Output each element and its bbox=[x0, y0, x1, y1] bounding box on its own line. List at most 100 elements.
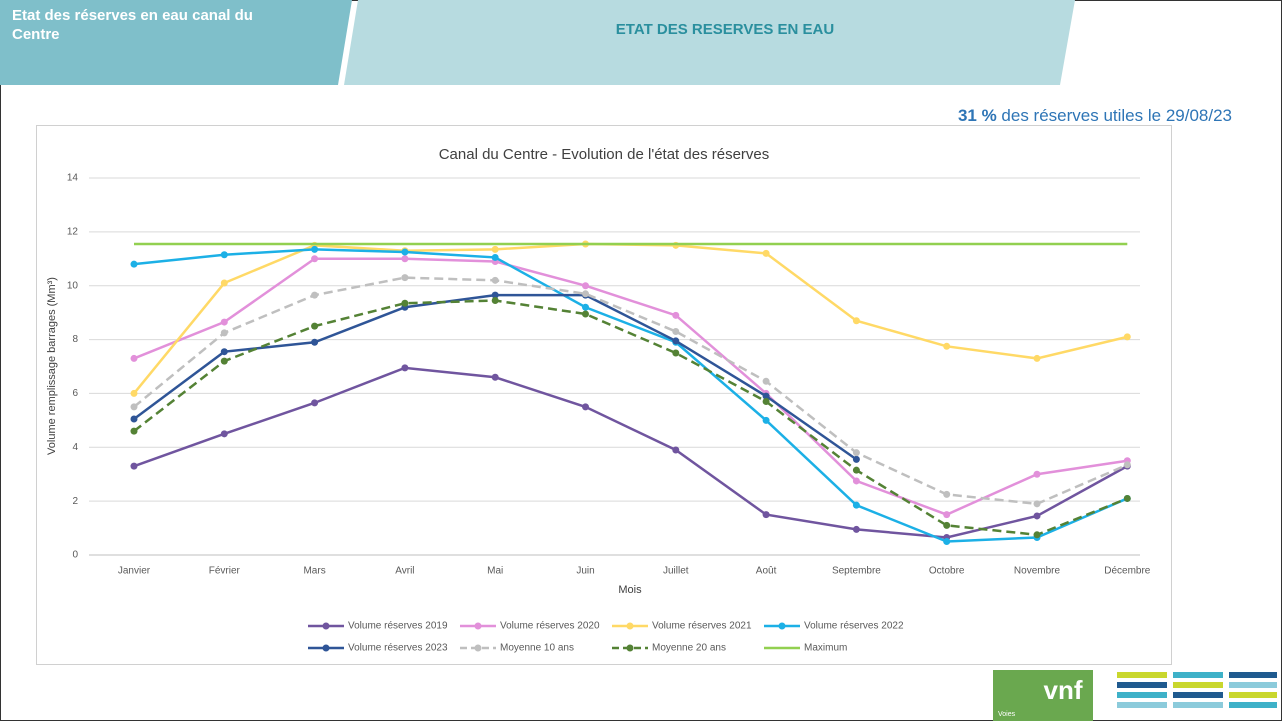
y-axis-label: Volume remplissage barrages (Mm³) bbox=[46, 277, 58, 455]
point bbox=[491, 253, 499, 261]
legend-label: Volume réserves 2021 bbox=[652, 621, 752, 632]
point bbox=[943, 521, 951, 529]
point bbox=[311, 291, 319, 299]
point bbox=[491, 291, 499, 299]
series bbox=[130, 255, 1131, 519]
point bbox=[1033, 470, 1041, 478]
point bbox=[582, 403, 589, 411]
x-tick-label: Décembre bbox=[1104, 566, 1151, 577]
point bbox=[1033, 512, 1041, 520]
point bbox=[130, 427, 138, 435]
point bbox=[311, 245, 319, 253]
point bbox=[852, 317, 860, 325]
point bbox=[401, 364, 409, 372]
legend-label: Moyenne 10 ans bbox=[500, 643, 574, 654]
point bbox=[762, 511, 770, 519]
logo-stripe bbox=[1229, 692, 1277, 698]
legend-label: Volume réserves 2019 bbox=[348, 621, 448, 632]
point bbox=[852, 477, 860, 485]
line bbox=[133, 248, 1128, 543]
point bbox=[582, 282, 589, 290]
logo-stripe bbox=[1117, 672, 1167, 678]
point bbox=[220, 279, 228, 287]
point bbox=[311, 399, 319, 407]
y-tick-label: 12 bbox=[67, 226, 79, 237]
point bbox=[220, 357, 228, 365]
legend-marker bbox=[322, 622, 330, 630]
point bbox=[220, 251, 228, 259]
logo-stripe bbox=[1229, 682, 1277, 688]
point bbox=[762, 392, 770, 400]
section-line: Centre bbox=[12, 26, 60, 43]
logo-stripe bbox=[1117, 682, 1167, 688]
logo-stripe bbox=[1173, 702, 1223, 708]
point bbox=[1033, 531, 1041, 539]
legend-label: Volume réserves 2023 bbox=[348, 643, 448, 654]
series bbox=[130, 245, 1131, 546]
logo-stripe bbox=[1173, 672, 1223, 678]
logo-stripe bbox=[1117, 692, 1167, 698]
point bbox=[220, 329, 228, 337]
y-tick-label: 6 bbox=[72, 388, 78, 399]
legend-label: Volume réserves 2020 bbox=[500, 621, 600, 632]
point bbox=[762, 416, 770, 424]
point bbox=[130, 403, 138, 411]
point bbox=[762, 249, 770, 257]
point bbox=[943, 511, 951, 519]
point bbox=[401, 248, 409, 256]
x-tick-label: Janvier bbox=[118, 566, 151, 577]
x-axis-label: Mois bbox=[618, 584, 642, 596]
x-tick-label: Novembre bbox=[1014, 566, 1061, 577]
point bbox=[582, 290, 589, 298]
x-tick-label: Avril bbox=[395, 566, 414, 577]
point bbox=[1123, 333, 1131, 341]
x-tick-label: Septembre bbox=[832, 566, 881, 577]
point bbox=[672, 446, 680, 454]
summary: 31 % des réserves utiles le 29/08/23 bbox=[958, 106, 1232, 125]
y-tick-label: 4 bbox=[72, 442, 78, 453]
point bbox=[582, 303, 589, 311]
point bbox=[491, 276, 499, 284]
summary-highlight: 31 % bbox=[958, 106, 997, 125]
chart-frame bbox=[36, 125, 1172, 665]
logo-stripe bbox=[1173, 682, 1223, 688]
y-tick-label: 14 bbox=[67, 173, 79, 184]
point bbox=[401, 255, 409, 263]
x-tick-label: Mai bbox=[487, 566, 503, 577]
x-tick-label: Mars bbox=[303, 566, 325, 577]
legend-marker bbox=[322, 644, 330, 652]
point bbox=[311, 255, 319, 263]
legend-label: Volume réserves 2022 bbox=[804, 621, 904, 632]
point bbox=[852, 525, 860, 533]
line bbox=[133, 276, 1128, 506]
x-tick-label: Août bbox=[756, 566, 777, 577]
point bbox=[852, 501, 860, 509]
x-tick-label: Octobre bbox=[929, 566, 965, 577]
point bbox=[672, 349, 680, 357]
point bbox=[401, 274, 409, 282]
legend-marker bbox=[626, 622, 634, 630]
legend-marker bbox=[778, 622, 786, 630]
point bbox=[943, 490, 951, 498]
point bbox=[130, 415, 138, 423]
point bbox=[852, 449, 860, 457]
point bbox=[401, 299, 409, 307]
line bbox=[133, 257, 1128, 516]
point bbox=[311, 338, 319, 346]
y-tick-label: 2 bbox=[72, 496, 78, 507]
point bbox=[943, 538, 951, 546]
logo-stripe bbox=[1173, 692, 1223, 698]
point bbox=[852, 466, 860, 474]
legend-marker bbox=[626, 644, 634, 652]
header-title: ETAT DES RESERVES EN EAU bbox=[616, 21, 834, 38]
point bbox=[130, 260, 138, 268]
point bbox=[672, 327, 680, 335]
legend-marker bbox=[474, 644, 482, 652]
point bbox=[220, 430, 228, 438]
point bbox=[582, 310, 589, 318]
logo: vnf Voies bbox=[993, 670, 1277, 721]
logo-stripe bbox=[1117, 702, 1167, 708]
series bbox=[130, 274, 1131, 508]
point bbox=[672, 337, 680, 345]
